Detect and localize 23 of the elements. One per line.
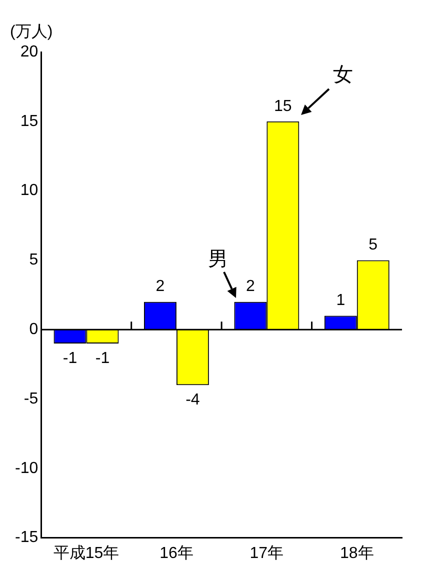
data-label: 1 [336, 292, 346, 310]
y-axis-title: (万人) [10, 23, 53, 40]
data-label: 2 [156, 278, 165, 296]
x-tick-label: 18年 [340, 544, 374, 562]
text: 女 [333, 64, 354, 86]
y-tick-label: -10 [15, 460, 38, 477]
x-tick-label: 16年 [160, 544, 194, 562]
y-tick-label: 5 [29, 252, 38, 269]
y-tick-label: -15 [15, 529, 38, 546]
data-label: -4 [186, 392, 200, 409]
x-tick-label: 17年 [250, 544, 284, 562]
series-label: 男 [208, 248, 228, 270]
data-label: -1 [62, 350, 78, 367]
data-label: 15 [274, 98, 292, 115]
data-label: 5 [368, 236, 378, 254]
data-label: -1 [95, 350, 110, 367]
y-tick-label: 0 [29, 321, 38, 338]
data-label: 2 [246, 278, 255, 296]
y-tick-label: 20 [20, 43, 38, 60]
x-tick-label: 平成15年 [53, 544, 120, 562]
y-tick-label: 10 [20, 182, 38, 200]
y-tick-label: 15 [20, 112, 38, 130]
y-tick-label: -5 [24, 390, 38, 408]
